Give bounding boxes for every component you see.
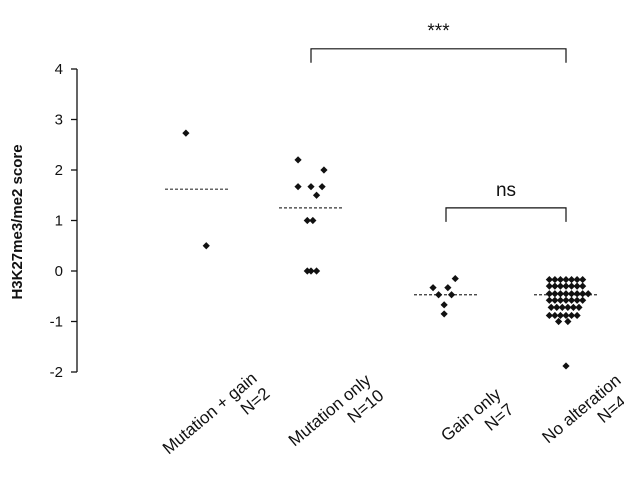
data-point <box>312 267 321 275</box>
y-tick-label: 1 <box>55 213 63 230</box>
data-point <box>551 311 559 320</box>
y-tick-label: 0 <box>55 263 63 280</box>
data-point <box>567 296 576 304</box>
data-point <box>564 317 572 326</box>
category-label: Gain onlyN=7 <box>437 384 517 460</box>
category-label: Mutation + gainN=2 <box>159 369 273 474</box>
data-point <box>309 216 317 225</box>
data-point <box>429 284 437 292</box>
data-point <box>579 282 587 290</box>
category-label: Mutation onlyN=10 <box>285 370 388 465</box>
data-point <box>545 290 553 298</box>
data-point <box>553 303 561 311</box>
data-point <box>551 275 559 284</box>
significance-bracket <box>445 207 567 222</box>
data-point <box>562 296 570 304</box>
data-point <box>573 296 581 304</box>
data-point <box>562 275 570 284</box>
category-label: No alterationN=44 <box>539 371 624 463</box>
y-tick-label: -2 <box>50 364 63 381</box>
data-point <box>562 362 570 370</box>
data-point <box>303 216 311 225</box>
data-point <box>545 282 553 290</box>
data-point <box>567 311 576 320</box>
data-point <box>573 311 581 320</box>
data-point <box>318 183 326 191</box>
significance-bracket <box>310 48 567 63</box>
data-point <box>545 311 553 320</box>
data-point <box>556 282 565 290</box>
data-point <box>556 275 565 284</box>
data-point <box>575 303 583 311</box>
data-point <box>307 183 315 191</box>
data-point <box>564 303 572 311</box>
data-point <box>547 303 555 311</box>
data-point <box>562 282 570 290</box>
group-mean-lines <box>165 188 598 296</box>
y-tick-label: -1 <box>50 314 63 331</box>
data-point <box>294 183 302 191</box>
y-tick-label: 4 <box>55 61 63 78</box>
data-point <box>584 290 592 298</box>
data-point <box>558 303 566 311</box>
data-point <box>435 291 443 299</box>
data-point <box>294 156 302 164</box>
data-point <box>440 301 448 309</box>
chart-axes <box>71 68 78 373</box>
y-tick-labels: 4 3 2 1 0 -1 -2 <box>50 61 63 381</box>
data-point <box>307 267 315 275</box>
data-point <box>562 311 570 320</box>
data-point <box>202 242 210 250</box>
data-point <box>551 296 559 304</box>
data-point <box>556 290 565 298</box>
data-point <box>440 310 448 318</box>
data-point <box>182 129 190 137</box>
data-point <box>579 290 587 298</box>
data-point <box>567 282 576 290</box>
data-point <box>567 290 576 298</box>
data-point <box>573 290 581 298</box>
data-point <box>556 296 565 304</box>
data-point <box>551 290 559 298</box>
y-tick-label: 3 <box>55 112 63 129</box>
data-point <box>451 274 459 283</box>
significance-brackets: *** ns <box>310 21 567 222</box>
data-point <box>555 317 563 326</box>
data-point <box>579 296 587 304</box>
category-labels: Mutation + gainN=2 Mutation onlyN=10 Gain … <box>159 369 624 474</box>
significance-label: *** <box>427 21 450 42</box>
data-point <box>545 296 553 304</box>
data-point <box>573 282 581 290</box>
y-axis-label: H3K27me3/me2 score <box>9 144 26 299</box>
data-point <box>579 275 587 284</box>
data-point <box>303 267 311 275</box>
data-point <box>573 275 581 284</box>
data-point <box>312 191 321 199</box>
data-point <box>562 290 570 298</box>
significance-label: ns <box>496 180 516 201</box>
data-point <box>569 303 577 311</box>
data-point <box>551 282 559 290</box>
data-point <box>444 284 452 292</box>
data-point <box>556 311 565 320</box>
data-point <box>545 275 553 284</box>
y-tick-label: 2 <box>55 162 63 179</box>
data-point <box>447 291 456 299</box>
data-point <box>320 166 328 174</box>
data-points <box>182 129 592 370</box>
data-point <box>567 275 576 284</box>
